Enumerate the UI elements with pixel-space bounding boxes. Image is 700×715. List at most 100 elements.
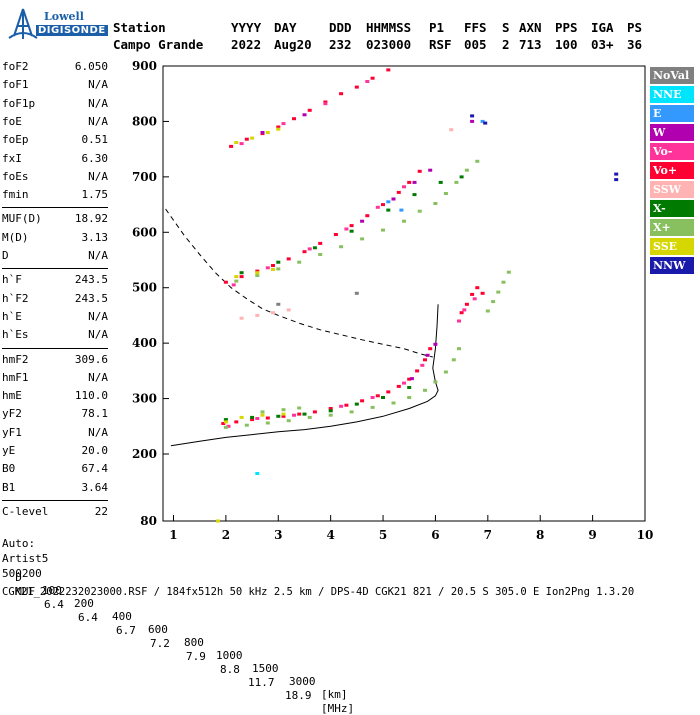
echo-point bbox=[443, 370, 448, 374]
echo-point bbox=[250, 136, 255, 140]
echo-point bbox=[402, 219, 406, 223]
param-row: M(D) 3.13 bbox=[2, 231, 108, 249]
param-name: M(D) bbox=[2, 230, 29, 244]
param-value: 78.1 bbox=[81, 407, 109, 421]
legend-item: NNE bbox=[650, 86, 694, 103]
param-value: N/A bbox=[88, 328, 108, 342]
param-name: fxI bbox=[2, 151, 22, 165]
echo-point bbox=[425, 353, 430, 357]
param-value: 243.5 bbox=[74, 291, 108, 305]
param-value: N/A bbox=[88, 309, 108, 323]
echo-point bbox=[271, 311, 275, 315]
ionogram-plot: 1 2 3 4 5 6 7 8 9 10 80 200 300 400 500 600 700 800 900 bbox=[132, 59, 653, 542]
echo-point bbox=[614, 172, 619, 176]
header-label-p1: P1 bbox=[429, 20, 445, 35]
echo-point bbox=[239, 271, 244, 275]
echo-point bbox=[344, 227, 349, 231]
electron-density-profile bbox=[170, 304, 439, 447]
header-label-station: Station bbox=[113, 20, 166, 35]
param-separator bbox=[2, 499, 108, 501]
echo-point bbox=[281, 414, 286, 418]
echo-point bbox=[407, 180, 412, 184]
param-row: B1 3.64 bbox=[2, 481, 108, 499]
x-tick-label: 6 bbox=[431, 528, 439, 542]
param-row: foF1p N/A bbox=[2, 97, 108, 115]
param-name: D bbox=[2, 249, 9, 262]
echo-point bbox=[260, 131, 265, 134]
echo-point bbox=[328, 409, 333, 413]
param-value: N/A bbox=[88, 425, 108, 439]
echo-point bbox=[506, 270, 511, 274]
echo-point bbox=[409, 377, 414, 381]
echo-point bbox=[244, 137, 249, 141]
header-label-year: YYYY bbox=[231, 20, 262, 35]
echo-point bbox=[281, 412, 286, 416]
header-value-pps: 100 bbox=[555, 37, 578, 52]
echo-point bbox=[276, 125, 281, 129]
echo-point bbox=[483, 121, 488, 125]
echo-point bbox=[423, 388, 427, 392]
echo-point bbox=[265, 416, 270, 420]
echo-point bbox=[239, 275, 244, 279]
logo-lowell-text: Lowell bbox=[44, 10, 84, 23]
echo-point bbox=[428, 347, 433, 351]
echo-point bbox=[255, 417, 260, 420]
digisonde-antenna-icon bbox=[8, 8, 38, 39]
echo-point bbox=[223, 425, 228, 429]
echo-point bbox=[223, 420, 228, 424]
param-name: yE bbox=[2, 444, 16, 457]
echo-point bbox=[328, 413, 333, 417]
echo-point bbox=[438, 180, 443, 184]
echo-point bbox=[433, 380, 438, 384]
param-name: foF1 bbox=[2, 78, 29, 92]
autoscaling-info: 500200 bbox=[2, 567, 42, 581]
legend-item: W bbox=[650, 124, 694, 141]
echo-point bbox=[307, 247, 312, 251]
echo-point bbox=[271, 264, 275, 267]
echo-point bbox=[239, 142, 244, 146]
y-tick-label: 200 bbox=[132, 447, 157, 461]
param-value: N/A bbox=[88, 114, 108, 128]
echo-point bbox=[360, 219, 365, 223]
echo-point bbox=[312, 246, 317, 250]
echo-point bbox=[381, 203, 385, 207]
echo-point bbox=[302, 113, 307, 117]
param-value: 6.050 bbox=[74, 60, 108, 73]
echo-point bbox=[402, 185, 406, 189]
header-value-s: 2 bbox=[502, 37, 510, 52]
param-value: 22 bbox=[94, 504, 108, 518]
echo-point bbox=[265, 266, 270, 270]
echo-point bbox=[221, 422, 226, 425]
echo-point bbox=[370, 76, 375, 80]
x-tick-label: 1 bbox=[169, 528, 177, 542]
param-row: yF2 78.1 bbox=[2, 407, 108, 425]
echo-point bbox=[271, 267, 275, 271]
echo-point bbox=[386, 390, 391, 394]
echo-point bbox=[307, 108, 312, 112]
param-name: fmin bbox=[2, 188, 29, 202]
footer-muf-value: 18.9 bbox=[285, 689, 312, 702]
header-value-p1: RSF bbox=[429, 37, 452, 52]
echo-point bbox=[297, 260, 302, 264]
autoscaling-info: Artist5 bbox=[2, 552, 49, 566]
echo-point bbox=[234, 279, 239, 283]
param-name: C-level bbox=[2, 504, 49, 518]
echo-point bbox=[339, 245, 344, 249]
header-label-ddd: DDD bbox=[329, 20, 352, 35]
param-value: N/A bbox=[88, 78, 108, 92]
echo-point bbox=[223, 280, 228, 284]
echo-point bbox=[297, 406, 302, 410]
echo-point bbox=[276, 414, 281, 418]
legend-item: Vo+ bbox=[650, 162, 694, 179]
footer-muf-value: 8.8 bbox=[220, 663, 240, 676]
echo-point bbox=[231, 283, 236, 287]
param-row: h`F 243.5 bbox=[2, 273, 108, 291]
echo-point bbox=[323, 100, 328, 104]
param-value: 67.4 bbox=[81, 462, 109, 476]
legend-item: E bbox=[650, 105, 694, 122]
echo-point bbox=[370, 405, 375, 409]
param-name: h`E bbox=[2, 309, 22, 323]
param-separator bbox=[2, 207, 108, 209]
footer-muf-value: 7.2 bbox=[150, 637, 170, 650]
legend-item: SSE bbox=[650, 238, 694, 255]
